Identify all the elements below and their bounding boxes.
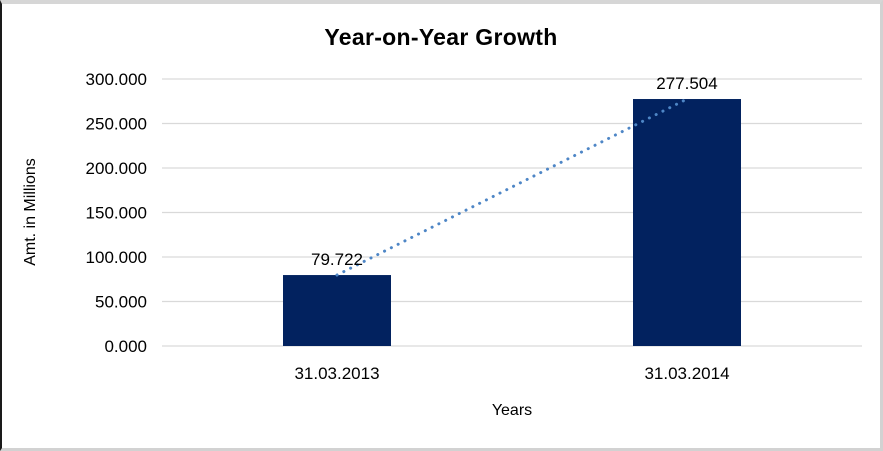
x-tick-label: 31.03.2014: [644, 364, 729, 383]
x-tick-label: 31.03.2013: [294, 364, 379, 383]
y-tick-label: 200.000: [86, 159, 147, 178]
plot-area: 0.000 50.000 100.000 150.000 200.000 250.000 3…: [86, 70, 862, 383]
bar-value-label: 79.722: [311, 250, 363, 269]
bar-value-label: 277.504: [656, 74, 717, 93]
y-tick-label: 50.000: [95, 293, 147, 312]
y-tick-label: 250.000: [86, 115, 147, 134]
trendline: [335, 97, 689, 277]
bar: [283, 275, 391, 346]
y-tick-label: 100.000: [86, 248, 147, 267]
x-axis-title: Years: [491, 402, 533, 419]
bar: [633, 99, 741, 346]
y-tick-label: 150.000: [86, 204, 147, 223]
y-tick-label: 300.000: [86, 70, 147, 89]
y-tick-label: 0.000: [104, 337, 147, 356]
chart-title: Year-on-Year Growth: [324, 24, 558, 50]
